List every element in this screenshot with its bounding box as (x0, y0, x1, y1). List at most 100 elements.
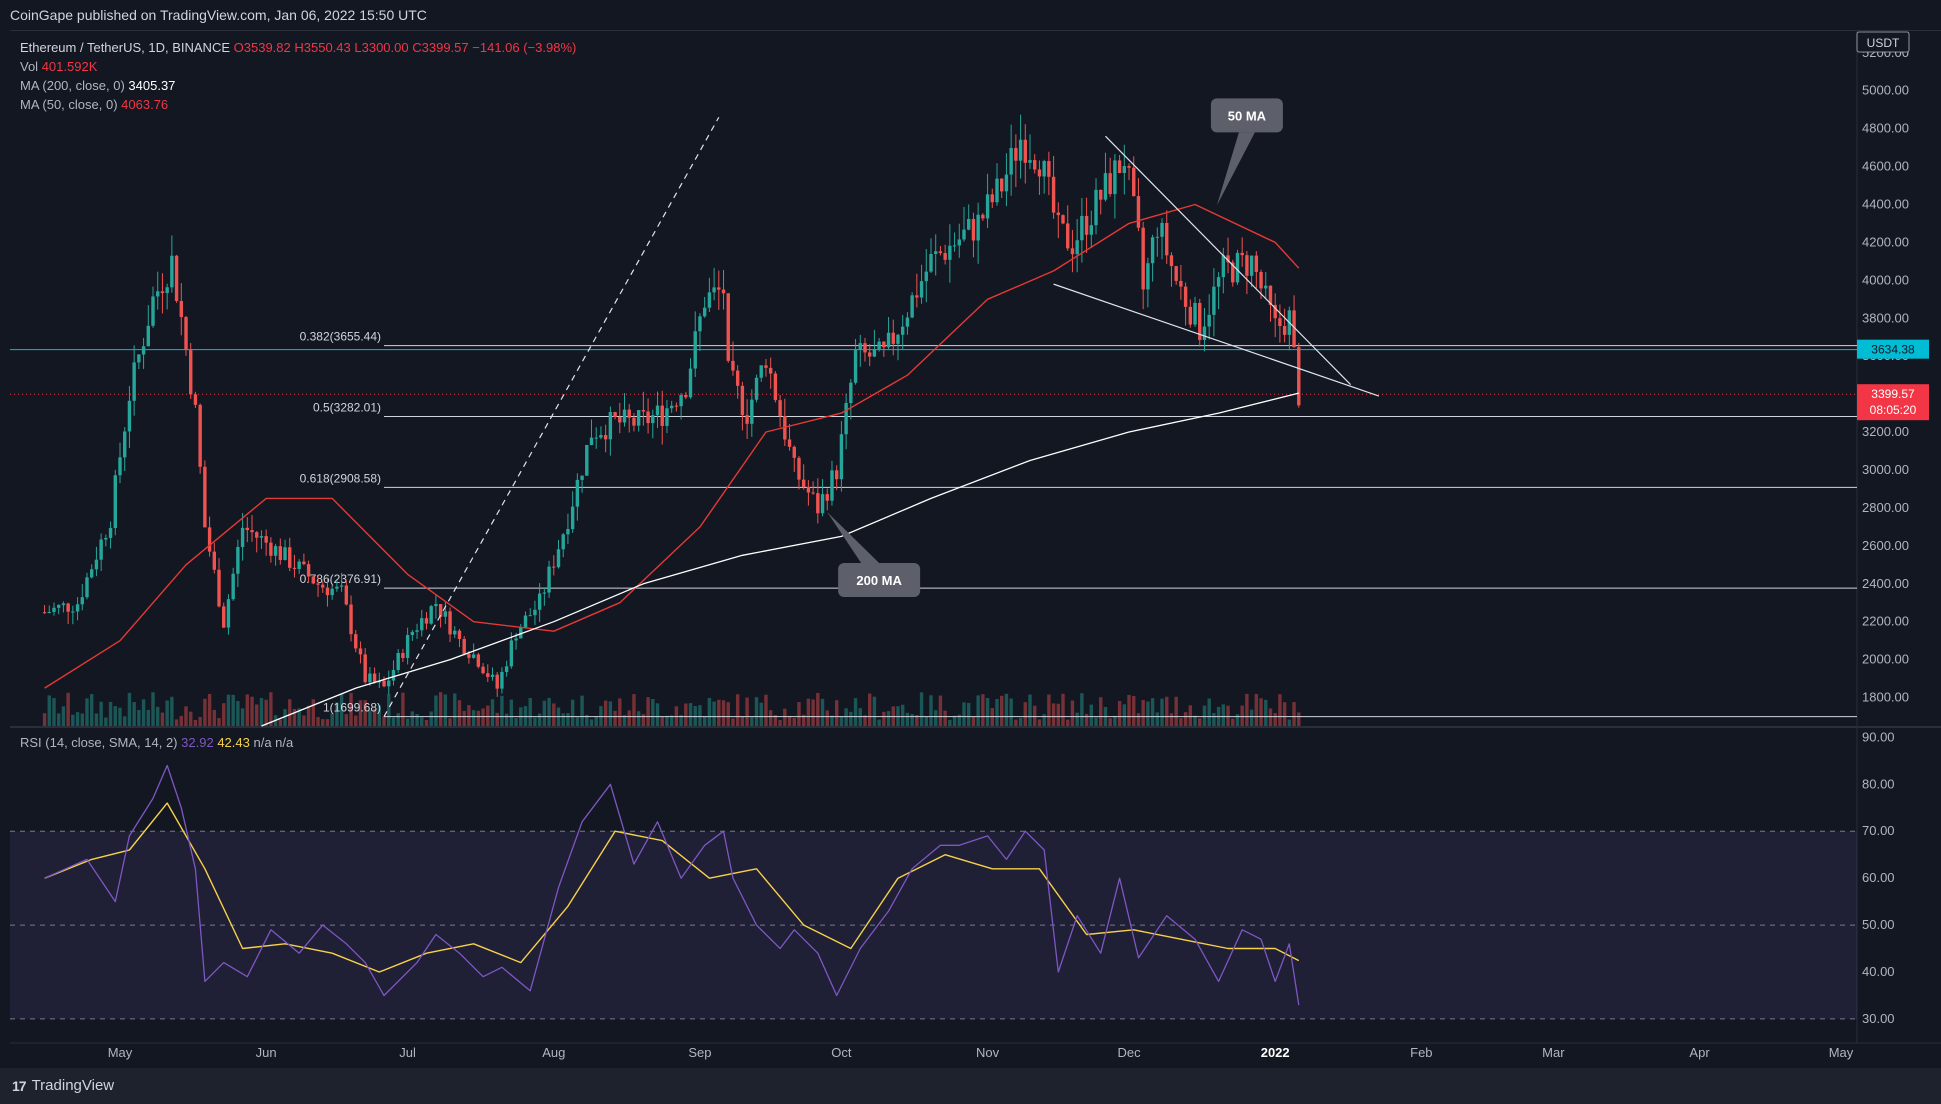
candle-body (613, 412, 617, 417)
volume-bar (1160, 698, 1164, 726)
candle-body (457, 630, 462, 639)
volume-bar (80, 713, 84, 726)
candle-body (792, 446, 796, 458)
candle-body (278, 546, 283, 560)
candle-body (486, 673, 490, 677)
volume-bar (1287, 719, 1292, 726)
candle-body (1226, 255, 1230, 263)
candle-body (622, 409, 627, 423)
volume-bar (1108, 718, 1112, 726)
candle-body (1014, 147, 1018, 161)
candle-body (523, 615, 528, 628)
candle-body (344, 585, 349, 605)
volume-bar (486, 705, 490, 726)
candle-body (905, 317, 910, 327)
volume-bar (170, 696, 174, 726)
grid-layer (10, 30, 1941, 1044)
volume-bar (882, 711, 886, 726)
rsi-tick-label: 60.00 (1862, 870, 1895, 885)
volume-bar (919, 692, 924, 726)
fib-level-label: 1(1699.68) (323, 701, 381, 715)
candle-body (674, 405, 679, 407)
candle-body (636, 410, 641, 426)
volume-bar (495, 712, 499, 726)
rsi-legend-extra: n/a n/a (253, 735, 294, 750)
volume-bar (778, 719, 782, 726)
candle-body (891, 332, 895, 344)
volume-bar (217, 718, 221, 726)
legend-ma200-label: MA (200, close, 0) (20, 78, 125, 93)
volume-bar (886, 711, 891, 726)
candle-body (811, 492, 815, 494)
volume-bar (948, 719, 952, 726)
candle-body (740, 385, 745, 416)
ma50-callout: 50 MA (1210, 98, 1283, 206)
volume-bar (1099, 697, 1103, 726)
candle-body (934, 251, 938, 255)
volume-bar (424, 719, 429, 726)
volume-bar (641, 714, 646, 726)
volume-bar (745, 697, 749, 726)
tradingview-logo[interactable]: 17 TradingView (12, 1077, 114, 1094)
volume-bar (547, 697, 551, 726)
volume-bar (1028, 694, 1032, 726)
candle-body (490, 674, 495, 677)
candle-body (1146, 263, 1150, 290)
volume-bar (207, 693, 212, 726)
volume-bar (726, 702, 730, 726)
volume-bar (212, 709, 217, 726)
volume-bar (905, 712, 910, 726)
chart-frame (10, 30, 1941, 1083)
candle-body (189, 350, 193, 395)
volume-bar (570, 699, 575, 726)
candle-body (160, 291, 165, 294)
price-tick-label: 2400.00 (1862, 576, 1909, 591)
volume-bar (773, 714, 778, 726)
candle-body (552, 566, 556, 568)
volume-bar (943, 710, 947, 726)
volume-bar (471, 710, 476, 726)
volume-bar (453, 693, 457, 726)
volume-bar (1018, 717, 1023, 726)
volume-bar (349, 692, 353, 726)
volume-bar (292, 708, 297, 726)
price-tick-label: 2000.00 (1862, 652, 1909, 667)
candle-body (585, 445, 589, 476)
candle-body (702, 307, 707, 317)
volume-bar (867, 693, 872, 726)
volume-bar (1235, 714, 1240, 726)
candle-body (363, 654, 367, 683)
volume-bar (1009, 698, 1013, 726)
candle-body (990, 194, 994, 203)
price-tick-label: 4800.00 (1862, 121, 1909, 136)
volume-bar (580, 695, 584, 726)
volume-bar (1249, 709, 1254, 726)
candle-body (896, 334, 900, 344)
volume-bar (184, 706, 188, 726)
time-tick-label: 2022 (1261, 1045, 1290, 1060)
volume-bar (957, 714, 961, 726)
time-tick-label: Oct (831, 1045, 852, 1060)
candle-body (297, 561, 301, 569)
callout-box (838, 562, 921, 597)
candle-body (193, 394, 198, 405)
volume-bar (1174, 696, 1178, 726)
volume-bar (368, 710, 372, 726)
volume-bar (566, 713, 570, 726)
volume-bar (146, 709, 150, 726)
volume-bar (1169, 713, 1174, 726)
candle-body (170, 255, 174, 288)
candle-body (99, 539, 103, 560)
candle-body (948, 245, 952, 260)
volume-bar (820, 698, 825, 726)
rsi-tick-label: 40.00 (1862, 964, 1895, 979)
candle-body (943, 253, 947, 260)
annotation-layer: 50 MA 200 MA (827, 98, 1283, 597)
volume-bar (844, 708, 848, 726)
volume-bar (401, 692, 405, 726)
candle-body (1132, 167, 1136, 197)
volume-bar (132, 702, 136, 726)
volume-bar (66, 692, 70, 726)
candle-body (387, 680, 391, 687)
